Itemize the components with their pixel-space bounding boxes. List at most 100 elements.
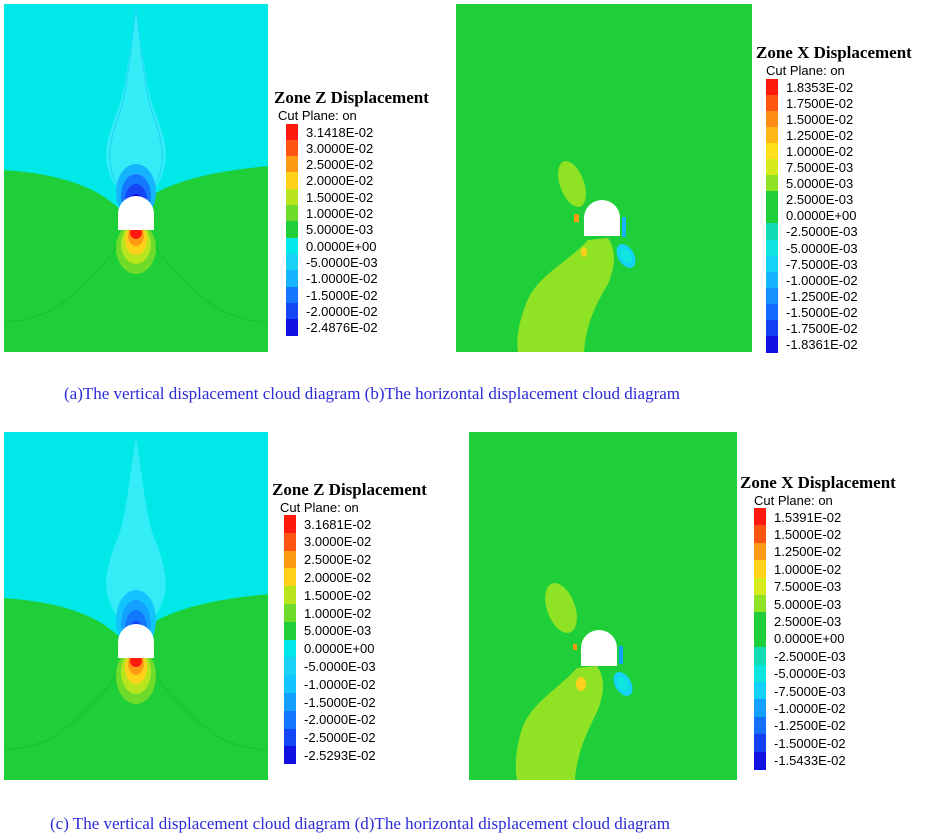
legend-b-swatch xyxy=(766,126,778,144)
legend-a-entry: -1.0000E-02 xyxy=(286,270,378,288)
legend-c-swatch xyxy=(284,621,296,640)
horizontal-displacement-contour-b xyxy=(456,4,752,352)
legend-b-entry: -7.5000E-03 xyxy=(766,255,858,273)
legend-d-value: 1.2500E-02 xyxy=(774,544,842,560)
legend-a-swatch xyxy=(286,286,298,304)
legend-b-value: 5.0000E-03 xyxy=(786,176,854,192)
legend-d-entry: -5.0000E-03 xyxy=(754,664,846,683)
legend-d-swatch xyxy=(754,542,766,561)
legend-b-swatch xyxy=(766,207,778,225)
legend-b: Zone X Displacement Cut Plane: on 1.8353… xyxy=(756,43,941,363)
legend-c-value: 1.5000E-02 xyxy=(304,587,372,603)
legend-b-swatch xyxy=(766,78,778,96)
legend-d-value: -1.2500E-02 xyxy=(774,718,846,734)
caption-bottom: (c) The vertical displacement cloud diag… xyxy=(50,814,670,833)
legend-c-entry: -2.5293E-02 xyxy=(284,746,376,765)
legend-d-swatch xyxy=(754,664,766,683)
legend-a-entry: 2.5000E-02 xyxy=(286,156,373,174)
legend-d-swatch xyxy=(754,682,766,700)
legend-b-swatch xyxy=(766,287,778,305)
legend-b-entry: -1.7500E-02 xyxy=(766,320,858,337)
legend-c-entry: -2.5000E-02 xyxy=(284,728,376,747)
legend-c-value: -1.5000E-02 xyxy=(304,694,376,710)
legend-b-swatch xyxy=(766,191,778,209)
legend-c-entry: 5.0000E-03 xyxy=(284,621,371,640)
legend-d-swatch xyxy=(754,629,766,648)
legend-a-entry: 0.0000E+00 xyxy=(286,237,376,255)
panel-b-contour-plot xyxy=(456,4,752,352)
legend-d-swatch xyxy=(754,577,766,596)
legend-a-value: 3.0000E-02 xyxy=(306,140,374,156)
legend-a-entry: 2.0000E-02 xyxy=(286,172,374,190)
legend-d-entry: -7.5000E-03 xyxy=(754,682,846,700)
panel-d-contour-plot xyxy=(469,432,737,780)
legend-c-value: 1.0000E-02 xyxy=(304,605,372,621)
legend-a-title: Zone Z Displacement xyxy=(274,88,429,107)
legend-a-entry: 3.0000E-02 xyxy=(286,139,374,157)
legend-a-swatch xyxy=(286,237,298,255)
legend-b-swatch xyxy=(766,255,778,273)
legend-c-swatch xyxy=(284,515,296,533)
legend-b-value: -1.2500E-02 xyxy=(786,288,858,304)
legend-a-value: -5.0000E-03 xyxy=(306,254,378,270)
legend-a-value: -2.0000E-02 xyxy=(306,303,378,319)
legend-c-value: 0.0000E+00 xyxy=(304,641,375,657)
legend-c-entry: 3.1681E-02 xyxy=(284,515,372,533)
legend-d-value: -1.5000E-02 xyxy=(774,735,846,751)
legend-c-entry: 2.5000E-02 xyxy=(284,550,372,569)
legend-d-swatch xyxy=(754,716,766,735)
legend-b-swatch xyxy=(766,336,778,354)
legend-d-value: 0.0000E+00 xyxy=(774,631,845,647)
legend-d-entry: 1.5391E-02 xyxy=(754,508,842,526)
legend-d-swatch xyxy=(754,595,766,613)
legend-c-entry: 1.0000E-02 xyxy=(284,604,372,622)
legend-d-value: 1.5391E-02 xyxy=(774,509,842,525)
legend-d-subtitle: Cut Plane: on xyxy=(754,493,833,508)
legend-c-swatch xyxy=(284,710,296,729)
legend-b-swatch xyxy=(766,303,778,321)
legend-d-entry: 0.0000E+00 xyxy=(754,629,845,648)
legend-c-entry: 1.5000E-02 xyxy=(284,586,372,605)
legend-c-entry: -1.5000E-02 xyxy=(284,693,376,711)
legend-a-swatch xyxy=(286,205,298,222)
legend-b-value: 7.5000E-03 xyxy=(786,160,854,175)
legend-d-swatch xyxy=(754,508,766,526)
legend-d-entry: 2.5000E-03 xyxy=(754,612,842,631)
legend-c-value: 3.1681E-02 xyxy=(304,516,372,532)
legend-c-entry: 3.0000E-02 xyxy=(284,532,371,551)
legend-d-swatch xyxy=(754,751,766,770)
horizontal-displacement-contour-d xyxy=(469,432,737,780)
legend-c-swatch xyxy=(284,568,296,587)
legend-c-value: 2.5000E-02 xyxy=(304,552,372,568)
legend-c-swatch xyxy=(284,586,296,605)
legend-a-swatch xyxy=(286,172,298,190)
legend-b-value: 1.0000E-02 xyxy=(786,143,854,159)
legend-a: Zone Z Displacement Cut Plane: on 3.1418… xyxy=(274,88,474,358)
vertical-displacement-contour-c xyxy=(4,432,268,780)
legend-a-value: 2.0000E-02 xyxy=(306,173,374,189)
legend-c-swatch xyxy=(284,728,296,747)
legend-a-swatch xyxy=(286,156,298,174)
legend-c-swatch xyxy=(284,657,296,676)
legend-b-value: 2.5000E-03 xyxy=(786,192,854,208)
legend-b-entry: 5.0000E-03 xyxy=(766,175,854,193)
legend-b-value: 1.2500E-02 xyxy=(786,127,854,143)
legend-a-subtitle: Cut Plane: on xyxy=(278,108,357,123)
legend-a-swatch xyxy=(286,319,298,337)
legend-c-swatch xyxy=(284,693,296,711)
legend-b-entry: 1.2500E-02 xyxy=(766,126,854,144)
legend-b-entry: 1.7500E-02 xyxy=(766,94,853,112)
legend-a-entry: 5.0000E-03 xyxy=(286,221,374,239)
legend-d-entry: 1.0000E-02 xyxy=(754,560,841,579)
legend-a-entry: -1.5000E-02 xyxy=(286,286,378,304)
legend-c-entry: -1.0000E-02 xyxy=(284,675,376,694)
legend-a-swatch xyxy=(286,188,298,206)
legend-d-value: 2.5000E-03 xyxy=(774,613,842,629)
legend-b-entry: 2.5000E-03 xyxy=(766,191,854,209)
legend-d-value: -5.0000E-03 xyxy=(774,666,846,682)
panel-a-contour-plot xyxy=(4,4,268,352)
legend-a-value: 5.0000E-03 xyxy=(306,222,374,238)
caption-top: (a)The vertical displacement cloud diagr… xyxy=(64,384,681,403)
legend-b-entry: -5.0000E-03 xyxy=(766,239,858,257)
legend-b-entry: -2.5000E-03 xyxy=(766,223,858,241)
